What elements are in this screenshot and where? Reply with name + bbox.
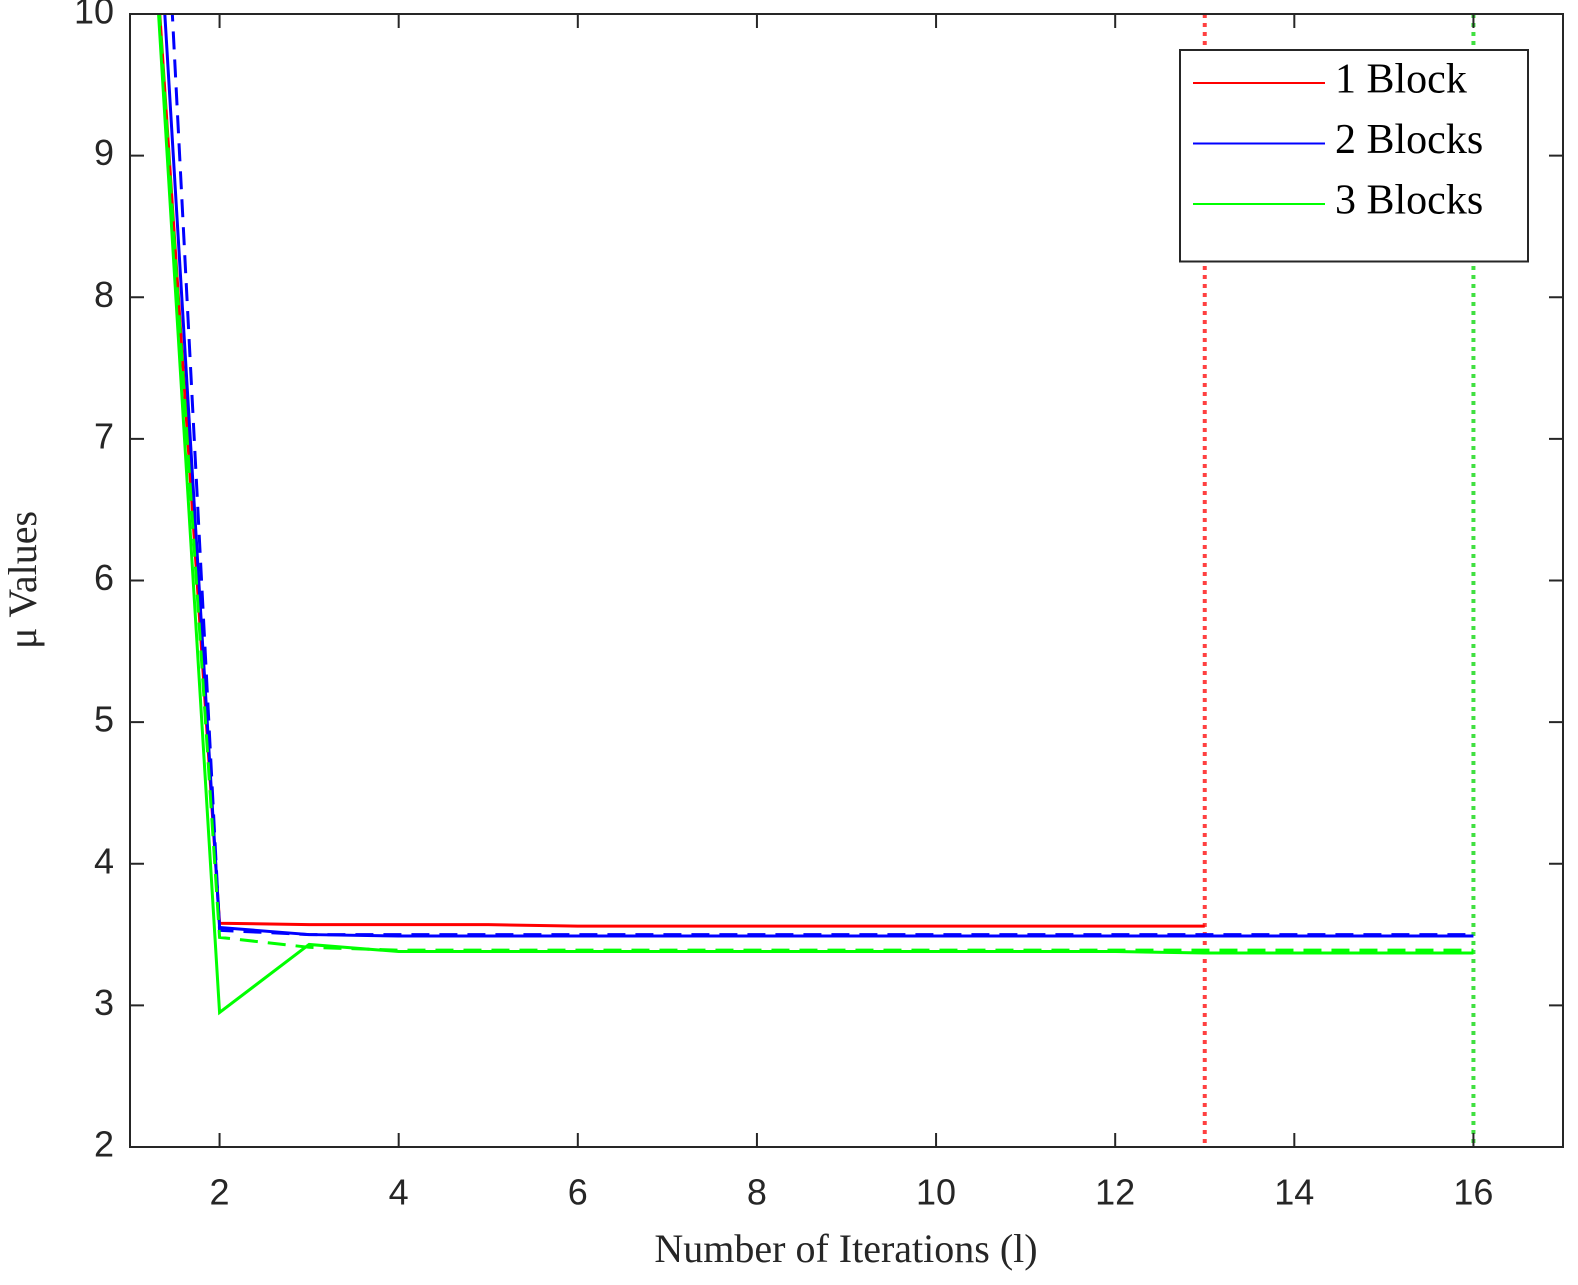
legend-box (1179, 49, 1529, 263)
line (158, 14, 1205, 928)
x-tick-label: 4 (389, 1172, 409, 1213)
y-tick-label: 7 (94, 415, 114, 456)
y-tick-label: 10 (74, 0, 114, 32)
x-tick-label: 2 (210, 1172, 230, 1213)
y-tick-label: 4 (94, 840, 114, 881)
x-tick-label: 16 (1453, 1172, 1493, 1213)
x-tick-label: 12 (1095, 1172, 1135, 1213)
x-tick-label: 8 (747, 1172, 767, 1213)
dashed-line (157, 14, 1474, 952)
line (163, 14, 1474, 938)
x-axis-label: Number of Iterations (l) (654, 1226, 1037, 1271)
y-tick-label: 8 (94, 274, 114, 315)
y-tick-label: 3 (94, 982, 114, 1023)
axes-box (129, 13, 1564, 1148)
y-tick-label: 2 (94, 1124, 114, 1165)
y-tick-label: 5 (94, 699, 114, 740)
y-tick-label: 9 (94, 132, 114, 173)
y-tick-label: 6 (94, 557, 114, 598)
plot-content (157, 14, 1476, 1147)
legend-label: 1 Block (1335, 57, 1467, 103)
legend-label: 3 Blocks (1335, 178, 1483, 224)
x-tick-label: 10 (916, 1172, 956, 1213)
x-tick-label: 6 (568, 1172, 588, 1213)
x-tick-label: 14 (1274, 1172, 1314, 1213)
legend-label: 2 Blocks (1335, 117, 1483, 163)
y-axis-label: μ Values (0, 511, 45, 649)
